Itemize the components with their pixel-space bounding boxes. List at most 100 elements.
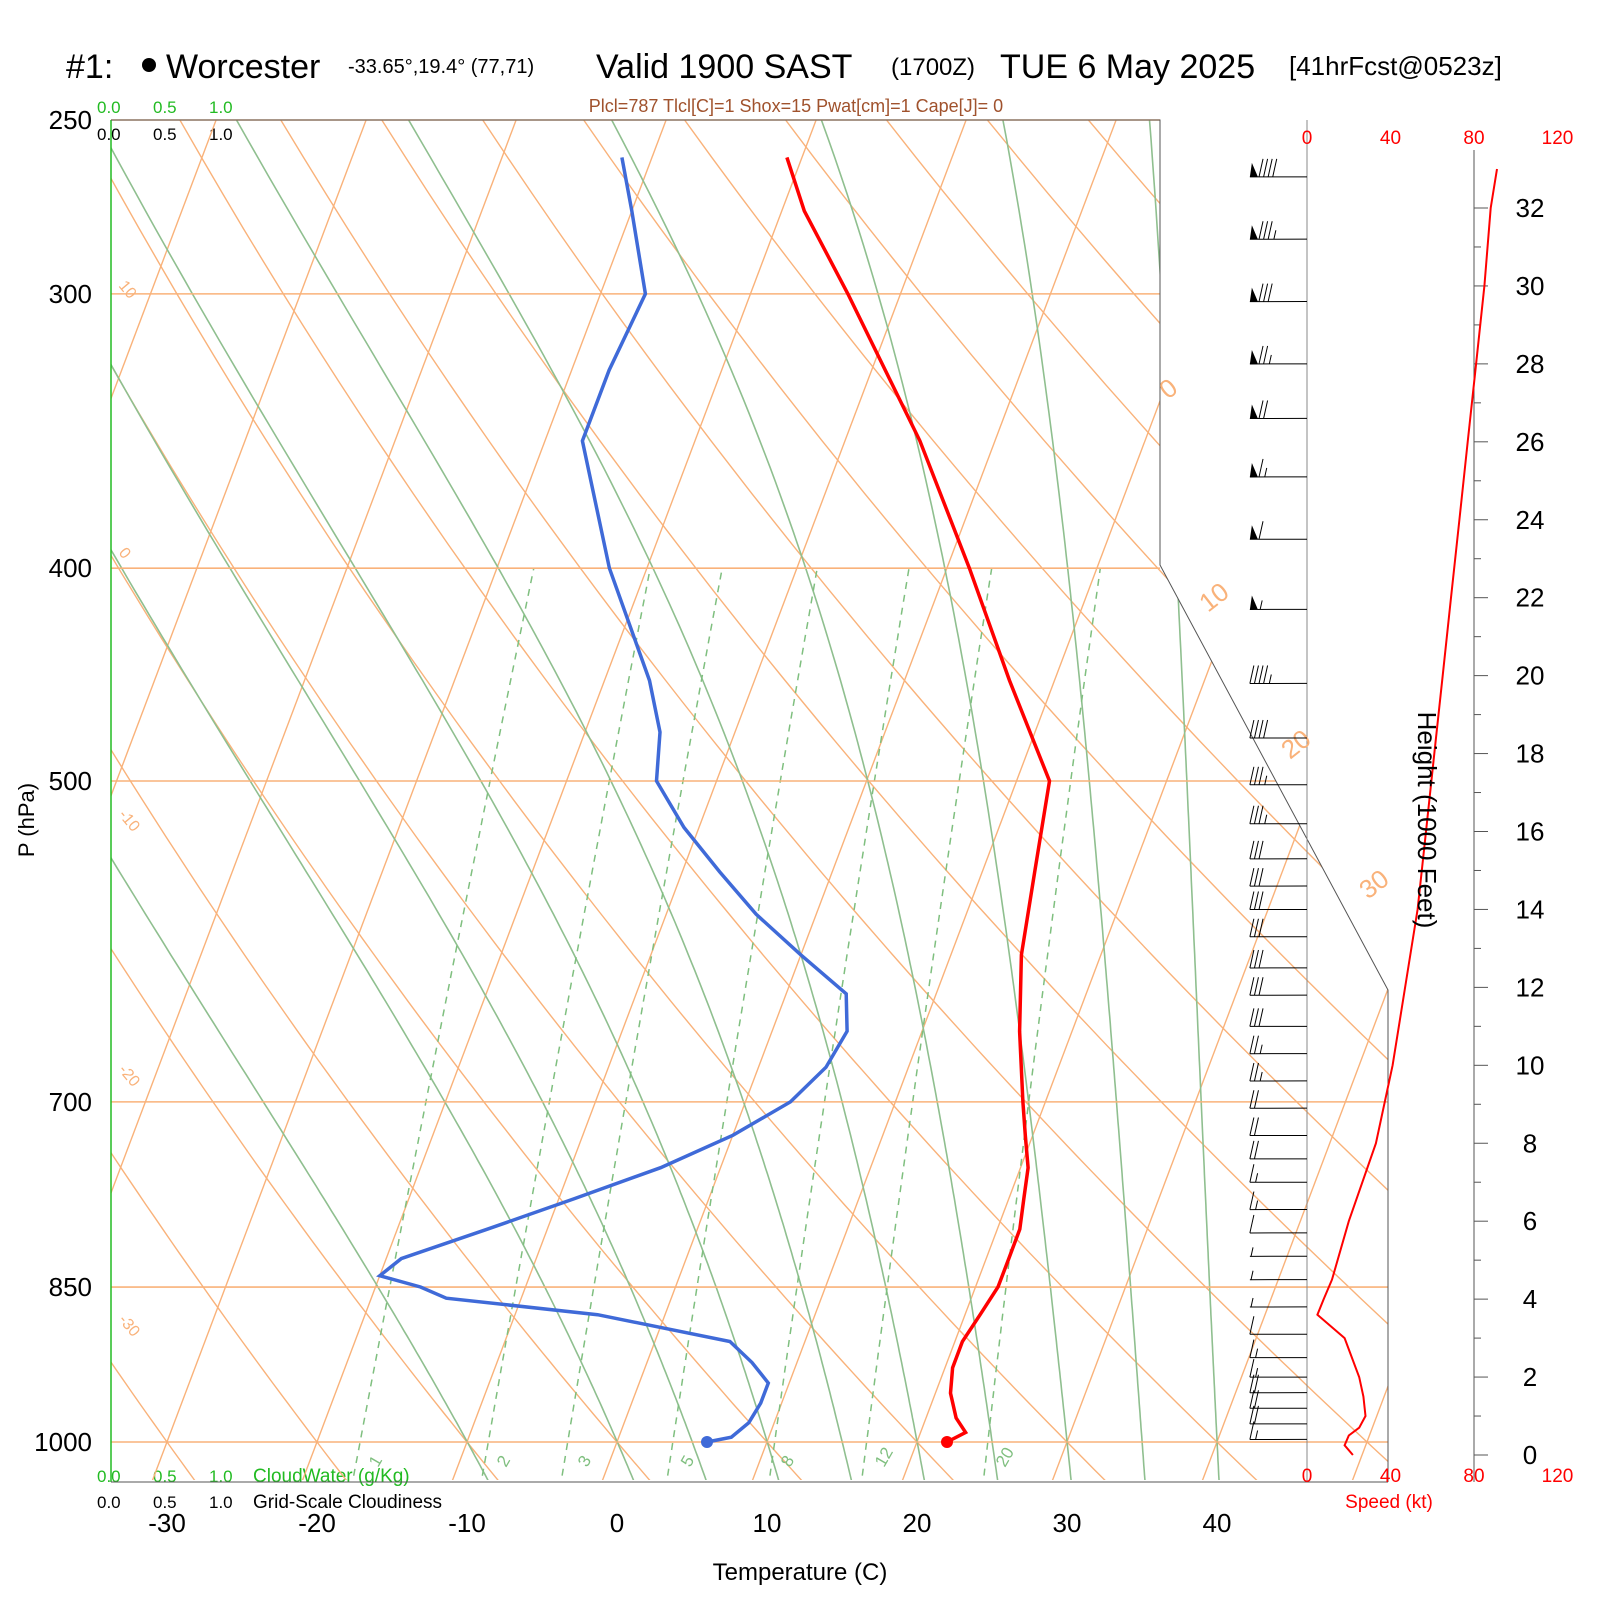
height-tick-label: 8: [1523, 1128, 1537, 1158]
mixing-ratio-label: 5: [677, 1452, 698, 1470]
moist-adiabat-line: [111, 120, 710, 1480]
moist-adiabat-line: [994, 120, 1147, 1480]
wind-barb-icon: [1249, 766, 1308, 786]
wind-speed-line: [1316, 168, 1498, 1456]
isotherm-line: [1198, 120, 1388, 1480]
wind-barb-icon: [1249, 1297, 1308, 1308]
bottom-cloud-scales: 0.0 0.5 1.0 CloudWater (g/Kg) 0.0 0.5 1.…: [97, 1466, 442, 1513]
pressure-tick-label: 1000: [34, 1427, 92, 1457]
speed-tick-label: 80: [1463, 128, 1484, 149]
wind-barb-icon: [1249, 1247, 1308, 1257]
cloudwater-tick: 0.5: [153, 98, 177, 117]
wind-barb-icon: [1249, 1316, 1308, 1335]
cloudwater-tick: 0.5: [153, 1467, 177, 1486]
isobars: [111, 119, 1388, 1443]
isotherm-line: [448, 120, 982, 1480]
surface-temperature-marker: [941, 1436, 953, 1448]
wind-barb-icon: [1249, 521, 1308, 540]
isotherm-label: -20: [115, 1062, 143, 1091]
wind-barb-icon: [1249, 1374, 1308, 1394]
speed-tick-label: 120: [1542, 128, 1574, 149]
moist-adiabat-line: [111, 120, 782, 1480]
speed-tick-label: 120: [1542, 1466, 1574, 1487]
height-tick-label: 24: [1516, 505, 1545, 535]
mixing-ratio-line: [664, 568, 818, 1480]
speed-axis-title: Speed (kt): [1345, 1492, 1433, 1513]
sounding-indices: Plcl=787 Tlcl[C]=1 Shox=15 Pwat[cm]=1 Ca…: [589, 96, 1003, 116]
dry-adiabat-line: [111, 120, 354, 1480]
height-tick-label: 16: [1516, 817, 1545, 847]
dry-adiabat-line: [756, 120, 1388, 1480]
pressure-tick-label: 850: [49, 1272, 92, 1302]
cloudwater-tick: 1.0: [209, 98, 233, 117]
mixing-ratio-label: 8: [777, 1452, 798, 1470]
cloudiness-tick: 0.0: [97, 125, 121, 144]
dry-adiabat-line: [456, 120, 1388, 1480]
plot-frame: [110, 119, 1475, 1483]
dry-adiabat-line: [356, 120, 1388, 1480]
skewed-isotherm-label: 0: [1153, 372, 1183, 405]
cloudiness-tick: 0.0: [97, 1493, 121, 1512]
wind-barb-icon: [1249, 458, 1308, 478]
temperature-tick-label: -30: [148, 1508, 186, 1538]
height-tick-label: 22: [1516, 583, 1545, 613]
dry-adiabat-line: [111, 120, 962, 1480]
wind-barb-icon: [1249, 221, 1308, 240]
dry-adiabat-line: [111, 120, 810, 1480]
wind-barb-icon: [1249, 719, 1308, 739]
wind-barb-icon: [1249, 1062, 1308, 1082]
isotherm-line: [598, 120, 1132, 1480]
isotherm-line: [1048, 120, 1388, 1480]
wind-barb-icon: [1249, 1359, 1308, 1378]
moist-adiabat-line: [1145, 120, 1221, 1480]
temperature-tick-label: 20: [903, 1508, 932, 1538]
mixing-ratio-line: [767, 568, 910, 1480]
height-tick-label: 26: [1516, 427, 1545, 457]
valid-time: Valid 1900 SAST: [596, 48, 852, 86]
wind-barb-icon: [1249, 1090, 1308, 1109]
dry-adiabat-line: [1354, 120, 1388, 1480]
y-axis-title: P (hPa): [14, 783, 39, 857]
station-dot-icon: [142, 58, 156, 72]
isotherm-line: [1499, 81, 1600, 1488]
station-name: Worcester: [166, 48, 320, 86]
dry-adiabat-line: [157, 120, 1266, 1480]
wind-barb-icon: [1249, 918, 1308, 938]
mixing-ratio-line: [350, 568, 535, 1480]
dry-adiabat-line: [111, 120, 658, 1480]
mixing-ratio-line: [559, 568, 723, 1480]
forecast-date: TUE 6 May 2025: [1000, 48, 1255, 86]
dry-adiabat-line: [1555, 81, 1600, 1488]
top-cloud-scales: 0.0 0.5 1.0 0.0 0.5 1.0: [97, 98, 233, 144]
height-tick-label: 4: [1523, 1284, 1537, 1314]
isotherm-line: [111, 120, 232, 1480]
pressure-tick-label: 500: [49, 766, 92, 796]
height-tick-label: 12: [1516, 972, 1545, 1002]
isotherm-line: [111, 120, 532, 1480]
dry-adiabat-line: [111, 120, 1114, 1480]
wind-barb-icon: [1249, 868, 1308, 887]
wind-barb-icon: [1249, 1117, 1308, 1137]
wind-barb-icon: [1249, 949, 1308, 969]
height-tick-label: 2: [1523, 1362, 1537, 1392]
moist-adiabat-line: [385, 120, 927, 1480]
moist-adiabat-line: [111, 120, 494, 1480]
height-tick-label: 0: [1523, 1440, 1537, 1470]
skewed-isotherm-label: 30: [1353, 863, 1394, 904]
x-axis-title: Temperature (C): [713, 1559, 888, 1586]
dry-adiabat-line: [257, 120, 1388, 1480]
wind-barb-icon: [1249, 1191, 1308, 1211]
speed-tick-label: 0: [1302, 128, 1313, 149]
skewed-isotherm-label: 20: [1275, 723, 1316, 764]
wind-barb-icon: [1249, 400, 1308, 420]
pressure-tick-label: 700: [49, 1087, 92, 1117]
cloudiness-tick: 1.0: [209, 125, 233, 144]
temperature-tick-label: 0: [610, 1508, 624, 1538]
speed-tick-label: 40: [1380, 1466, 1401, 1487]
wind-barb-icon: [1249, 1140, 1308, 1160]
surface-dewpoint-marker: [701, 1436, 713, 1448]
mixing-ratio-label: 12: [871, 1444, 897, 1470]
temperature-tick-label: 30: [1053, 1508, 1082, 1538]
wind-barb-icon: [1249, 805, 1308, 825]
isotherm-line: [1348, 120, 1388, 1480]
